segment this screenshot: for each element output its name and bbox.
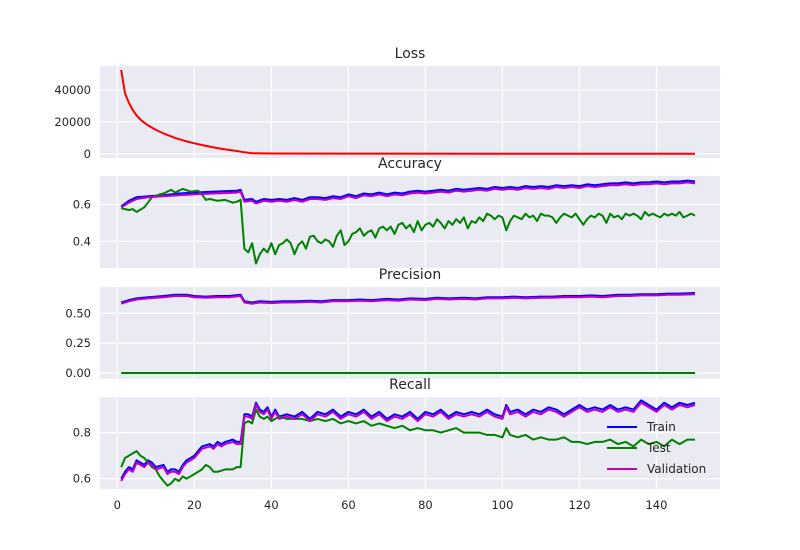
- accuracy-validation-line: [120, 181, 696, 209]
- accuracy-title: Accuracy: [378, 156, 442, 172]
- precision-panel: 0.00 0.25 0.50 Precision: [65, 267, 720, 380]
- recall-validation-line: [120, 401, 696, 482]
- precision-plot-area: [100, 287, 720, 379]
- precision-title: Precision: [379, 267, 441, 283]
- loss-y-tick-label: 40000: [54, 83, 91, 97]
- x-tick-label: 0: [114, 498, 121, 512]
- precision-validation-line: [120, 293, 696, 305]
- accuracy-y-tick-label: 0.4: [73, 234, 91, 248]
- accuracy-plot-area: [100, 176, 720, 268]
- x-tick-label: 20: [187, 498, 202, 512]
- legend-test-label: Test: [646, 441, 671, 455]
- accuracy-test-line: [120, 187, 696, 265]
- legend: Train Test Validation: [607, 420, 706, 476]
- legend-train-label: Train: [646, 420, 676, 434]
- recall-train-line: [120, 399, 696, 480]
- recall-y-tick-label: 0.8: [73, 426, 91, 440]
- loss-plot-area: [100, 66, 720, 158]
- x-tick-label: 140: [645, 498, 667, 512]
- recall-test-line: [120, 408, 695, 487]
- accuracy-train-line: [120, 179, 696, 208]
- loss-y-tick-label: 20000: [54, 115, 91, 129]
- loss-series-line: [120, 69, 695, 155]
- loss-title: Loss: [395, 46, 426, 62]
- x-tick-label: 80: [418, 498, 433, 512]
- recall-y-tick-label: 0.6: [73, 472, 91, 486]
- accuracy-panel: 0.4 0.6 Accuracy: [73, 156, 720, 268]
- recall-panel: 0.6 0.8 0 20 40 60 80 100 120 140 Recall Train Test V…: [73, 377, 720, 512]
- precision-y-tick-label: 0.00: [65, 366, 91, 380]
- x-tick-label: 40: [264, 498, 279, 512]
- legend-validation-label: Validation: [647, 462, 706, 476]
- loss-panel: 0 20000 40000 Loss: [54, 46, 720, 161]
- x-tick-label: 60: [341, 498, 356, 512]
- x-tick-label: 120: [568, 498, 590, 512]
- precision-train-line: [120, 292, 696, 304]
- precision-y-tick-label: 0.50: [65, 306, 91, 320]
- precision-y-tick-label: 0.25: [65, 336, 91, 350]
- accuracy-y-tick-label: 0.6: [73, 198, 91, 212]
- recall-title: Recall: [389, 377, 431, 393]
- x-tick-label: 100: [491, 498, 513, 512]
- loss-y-tick-label: 0: [84, 147, 91, 161]
